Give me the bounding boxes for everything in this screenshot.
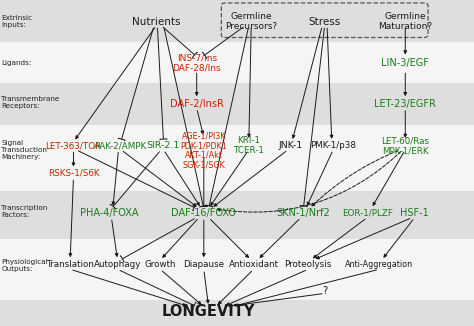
Text: DAF-2/InsR: DAF-2/InsR: [170, 99, 224, 109]
Bar: [0, 42, 474, 83]
Text: AGE-1/PI3K
PDK-1/PDK1
AKT-1/Akt
SGK-1/SGK: AGE-1/PI3K PDK-1/PDK1 AKT-1/Akt SGK-1/SG…: [181, 132, 227, 170]
Text: HSF-1: HSF-1: [401, 208, 429, 218]
Text: PHA-4/FOXA: PHA-4/FOXA: [80, 208, 138, 218]
Text: Nutrients: Nutrients: [132, 17, 181, 26]
Text: PMK-1/p38: PMK-1/p38: [310, 141, 356, 150]
Bar: [0, 0, 474, 42]
Text: Physiological
Outputs:: Physiological Outputs:: [1, 259, 48, 272]
Text: KRI-1
TCER-1: KRI-1 TCER-1: [233, 136, 264, 155]
Text: Signal
Transduction
Machinery:: Signal Transduction Machinery:: [1, 140, 47, 160]
Bar: [0, 191, 474, 239]
Text: Autophagy: Autophagy: [94, 260, 141, 269]
Text: Antioxidant: Antioxidant: [228, 260, 279, 269]
Text: LONGEVITY: LONGEVITY: [162, 304, 255, 319]
Text: Germline
Precursors?: Germline Precursors?: [225, 12, 277, 31]
Text: SKN-1/Nrf2: SKN-1/Nrf2: [276, 208, 330, 218]
Text: LET-363/TOR: LET-363/TOR: [46, 141, 101, 150]
Text: Anti-Aggregation: Anti-Aggregation: [345, 260, 413, 269]
Text: SIR-2.1: SIR-2.1: [147, 141, 180, 150]
Text: Extrinsic
Inputs:: Extrinsic Inputs:: [1, 15, 32, 28]
Text: Germline
Maturation?: Germline Maturation?: [378, 12, 432, 31]
Text: LET-23/EGFR: LET-23/EGFR: [374, 99, 436, 109]
Text: ?: ?: [322, 286, 327, 296]
Text: INS-7/Ins
DAF-28/Ins: INS-7/Ins DAF-28/Ins: [173, 54, 221, 73]
Text: Diapause: Diapause: [183, 260, 224, 269]
Text: DAF-16/FOXO: DAF-16/FOXO: [171, 208, 237, 218]
Text: LIN-3/EGF: LIN-3/EGF: [381, 58, 429, 68]
Text: Growth: Growth: [145, 260, 176, 269]
Text: EOR-1/PLZF: EOR-1/PLZF: [342, 209, 393, 218]
Bar: [0, 83, 474, 125]
Bar: [0, 239, 474, 300]
Text: Proteolysis: Proteolysis: [284, 260, 332, 269]
Text: Transcription
Factors:: Transcription Factors:: [1, 205, 48, 218]
Bar: [0, 125, 474, 191]
Text: Ligands:: Ligands:: [1, 60, 32, 66]
Text: Translation: Translation: [46, 260, 94, 269]
Bar: [0, 300, 474, 326]
Text: RSKS-1/S6K: RSKS-1/S6K: [48, 169, 99, 178]
Text: AAK-2/AMPK: AAK-2/AMPK: [94, 141, 147, 150]
Text: LET-60/Ras
MPK-1/ERK: LET-60/Ras MPK-1/ERK: [381, 136, 429, 155]
Text: Stress: Stress: [309, 17, 341, 26]
Text: Transmembrane
Receptors:: Transmembrane Receptors:: [1, 96, 60, 109]
Text: JNK-1: JNK-1: [278, 141, 303, 150]
